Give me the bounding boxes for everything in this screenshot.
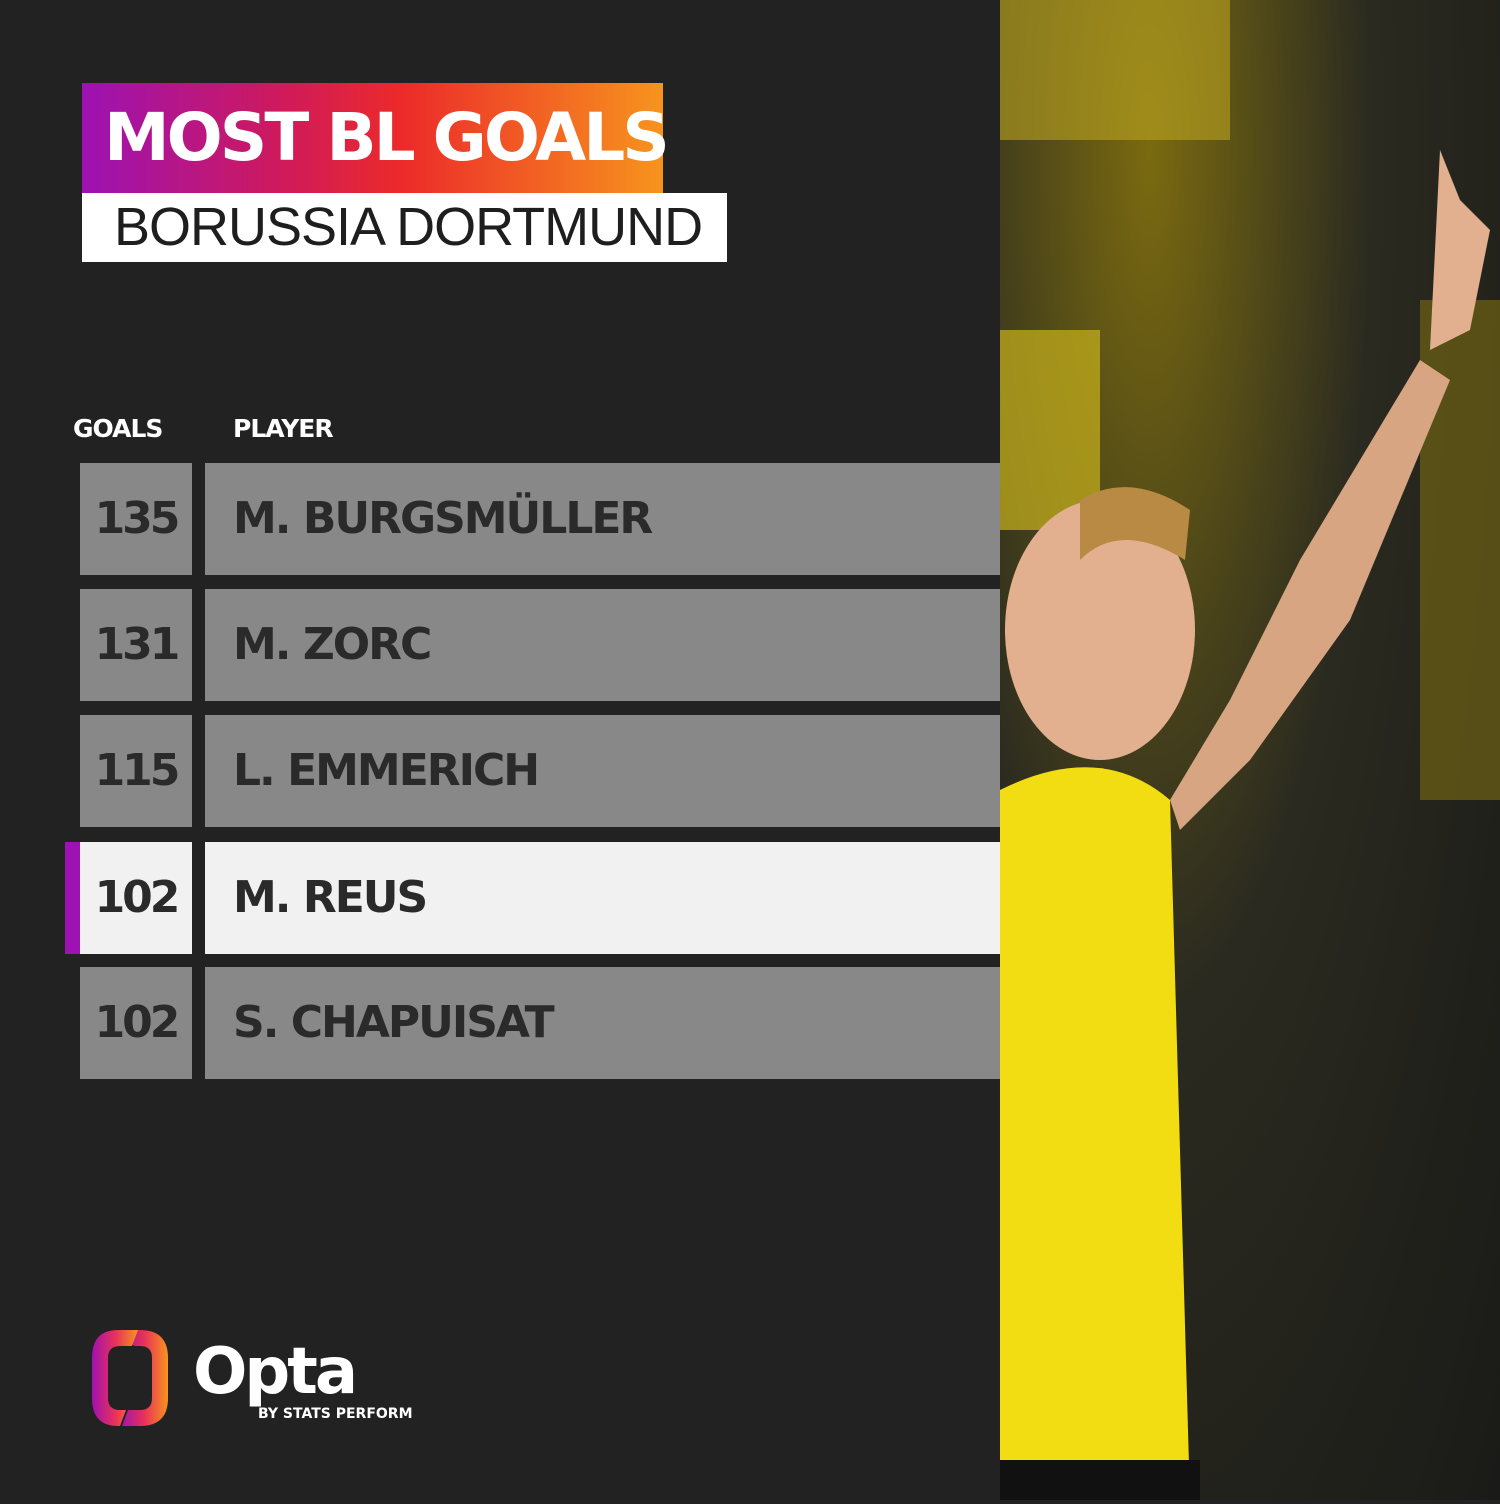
opta-wordmark: Opta xyxy=(193,1335,358,1409)
table-row: 102 S. CHAPUISAT xyxy=(80,967,1000,1079)
photo-illustration xyxy=(1000,0,1500,1500)
player-cell: M. BURGSMÜLLER xyxy=(205,463,1000,575)
goals-cell: 115 xyxy=(80,715,192,827)
table-row: 131 M. ZORC xyxy=(80,589,1000,701)
table-row: 102 M. REUS xyxy=(65,842,1000,954)
player-cell: L. EMMERICH xyxy=(205,715,1000,827)
player-cell: M. ZORC xyxy=(205,589,1000,701)
player-photo xyxy=(1000,0,1500,1500)
player-cell: S. CHAPUISAT xyxy=(205,967,1000,1079)
table-row: 135 M. BURGSMÜLLER xyxy=(80,463,1000,575)
goals-cell: 102 xyxy=(80,842,192,954)
goals-cell: 102 xyxy=(80,967,192,1079)
goals-cell: 131 xyxy=(80,589,192,701)
table-row: 115 L. EMMERICH xyxy=(80,715,1000,827)
highlight-accent xyxy=(65,842,80,954)
title-banner: MOST BL GOALS xyxy=(82,83,670,193)
subtitle-banner: BORUSSIA DORTMUND xyxy=(82,193,727,262)
goals-cell: 135 xyxy=(80,463,192,575)
player-column-header: PLAYER xyxy=(233,414,334,443)
goals-column-header: GOALS xyxy=(73,414,163,443)
player-cell: M. REUS xyxy=(205,842,1000,954)
opta-logo-icon xyxy=(90,1328,170,1432)
opta-byline: BY STATS PERFORM xyxy=(258,1406,413,1422)
